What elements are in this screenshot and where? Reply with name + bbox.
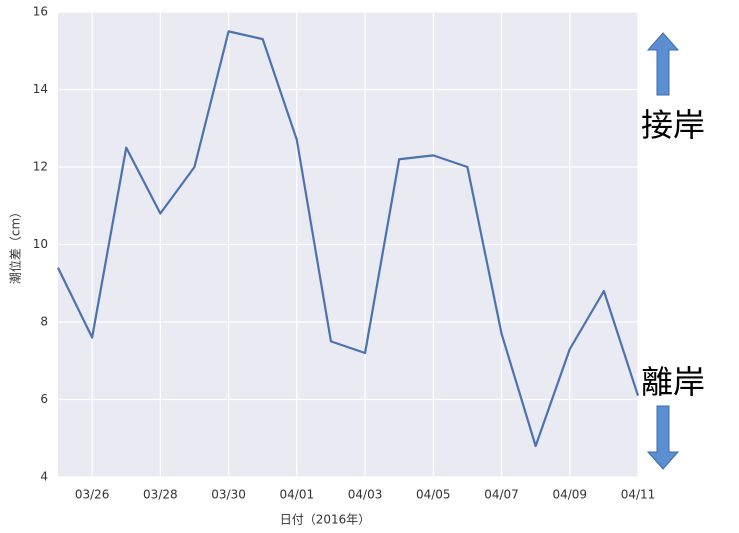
x-tick-label: 03/30 [211, 488, 246, 502]
x-tick-label: 03/28 [143, 488, 178, 502]
y-tick-label: 8 [40, 315, 48, 329]
y-tick-label: 14 [33, 82, 48, 96]
up-arrow [646, 32, 680, 96]
x-axis-label: 日付（2016年） [280, 513, 371, 527]
y-tick-label: 4 [40, 470, 48, 484]
x-tick-label: 04/09 [552, 488, 587, 502]
annotation: 接岸 [641, 106, 705, 144]
down-arrow [646, 405, 680, 470]
x-tick-label: 04/03 [348, 488, 383, 502]
y-tick-label: 6 [40, 392, 48, 406]
annotation: 離岸 [641, 363, 705, 401]
x-tick-label: 04/11 [621, 488, 656, 502]
y-tick-label: 12 [33, 160, 48, 174]
y-axis-label: 潮位差（cm） [8, 206, 23, 284]
data-line [57, 30, 640, 448]
x-tick-label: 04/05 [416, 488, 451, 502]
x-tick-label: 04/01 [280, 488, 315, 502]
x-tick-label: 03/26 [75, 488, 110, 502]
y-tick-label: 10 [33, 237, 48, 251]
y-tick-label: 16 [33, 5, 48, 19]
x-tick-label: 04/07 [484, 488, 519, 502]
